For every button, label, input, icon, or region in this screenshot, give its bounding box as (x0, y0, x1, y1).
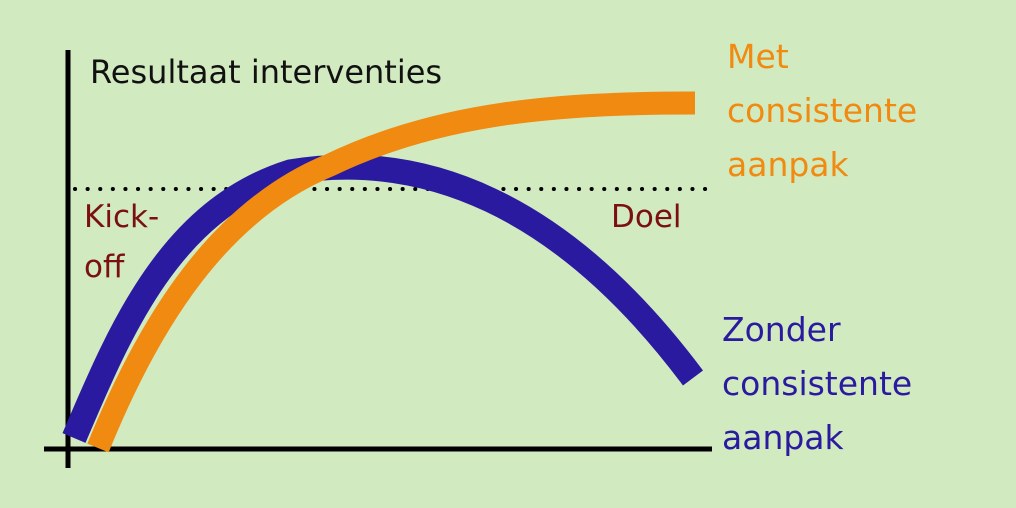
diagram-title: Resultaat interventies (90, 53, 443, 91)
kickoff-label-line2: off (84, 249, 125, 285)
with-approach-label-line2: consistente (727, 91, 918, 130)
goal-label: Doel (611, 199, 682, 235)
with-approach-label-line1: Met (727, 37, 789, 76)
with-approach-label-line3: aanpak (727, 145, 849, 184)
curve-met-consistente-aanpak (87, 91, 696, 453)
without-approach-label-line3: aanpak (722, 418, 844, 457)
without-approach-label-line2: consistente (722, 364, 913, 403)
without-approach-label-line1: Zonder (722, 310, 841, 349)
kickoff-label-line1: Kick- (84, 199, 160, 235)
